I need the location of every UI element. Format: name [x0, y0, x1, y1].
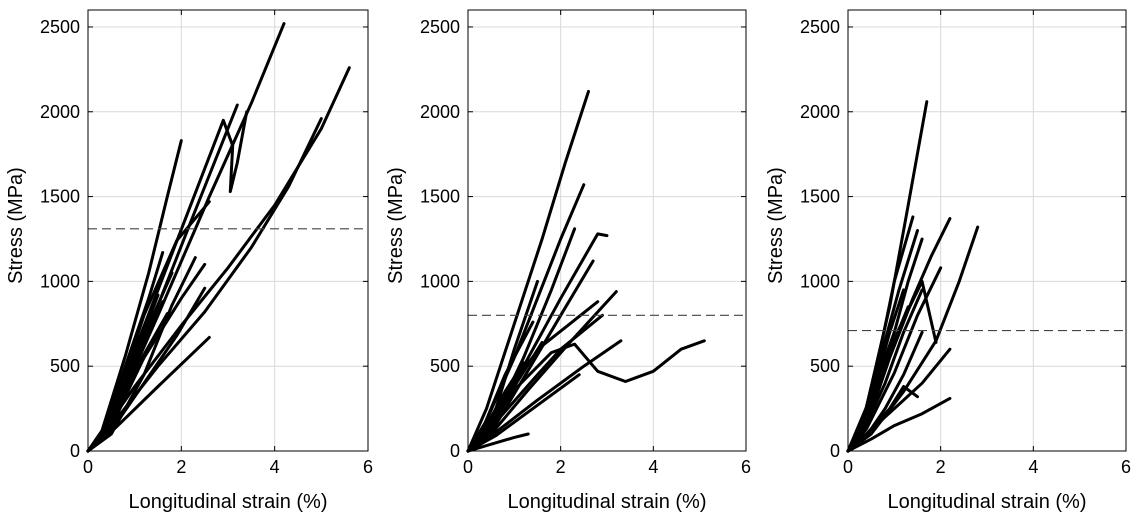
y-tick-label: 1000 [40, 271, 80, 291]
y-tick-label: 0 [70, 441, 80, 461]
x-tick-label: 6 [363, 457, 373, 477]
y-tick-label: 0 [830, 441, 840, 461]
stress-strain-curve-16 [846, 330, 896, 453]
x-tick-label: 4 [270, 457, 280, 477]
x-tick-label: 0 [83, 457, 93, 477]
y-tick-label: 2500 [420, 17, 460, 37]
y-tick-label: 2000 [800, 102, 840, 122]
stress-strain-curve-15 [466, 432, 530, 453]
y-tick-label: 2500 [800, 17, 840, 37]
chart-panel-1: 0 2 4 6 0 500 1000 1500 2000 2500 Longitudinal str… [5, 9, 373, 513]
stress-strain-curve-16 [86, 262, 207, 453]
x-tick-label: 0 [463, 457, 473, 477]
y-tick-label: 1000 [420, 271, 460, 291]
x-tick-label: 6 [1121, 457, 1131, 477]
x-tick-label: 4 [648, 457, 658, 477]
stress-strain-curve-1 [846, 100, 929, 453]
plot-frame [87, 9, 369, 452]
stress-strain-curve-1 [466, 89, 590, 453]
plot-frame [467, 9, 747, 452]
y-tick-label: 0 [450, 441, 460, 461]
y-tick-label: 1000 [800, 271, 840, 291]
y-tick-label: 500 [50, 356, 80, 376]
x-tick-label: 0 [843, 457, 853, 477]
x-tick-label: 2 [936, 457, 946, 477]
y-tick-label: 1500 [40, 187, 80, 207]
y-tick-label: 500 [810, 356, 840, 376]
stress-strain-curve-9 [846, 396, 952, 453]
x-axis-label: Longitudinal strain (%) [508, 491, 707, 513]
stress-strain-curve-15 [846, 330, 924, 453]
x-tick-label: 2 [556, 457, 566, 477]
y-tick-label: 2500 [40, 17, 80, 37]
x-tick-label: 6 [741, 457, 751, 477]
y-axis-label: Stress (MPa) [385, 167, 407, 284]
y-tick-label: 1500 [420, 187, 460, 207]
y-axis-label: Stress (MPa) [5, 167, 27, 284]
stress-strain-curve-15 [86, 271, 174, 453]
x-tick-label: 4 [1028, 457, 1038, 477]
x-axis-label: Longitudinal strain (%) [888, 491, 1087, 513]
x-axis-label: Longitudinal strain (%) [129, 491, 328, 513]
y-tick-label: 500 [430, 356, 460, 376]
chart-panel-3: 0 2 4 6 0 500 1000 1500 2000 2500 Longitudinal str… [765, 9, 1131, 513]
y-tick-label: 2000 [420, 102, 460, 122]
y-tick-label: 2000 [40, 102, 80, 122]
plot-frame [847, 9, 1127, 452]
chart-panel-2: 0 2 4 6 0 500 1000 1500 2000 2500 Longitudinal str… [385, 9, 751, 513]
x-tick-label: 2 [176, 457, 186, 477]
y-axis-label: Stress (MPa) [765, 167, 787, 284]
stress-strain-curve-13 [466, 373, 581, 453]
y-tick-label: 1500 [800, 187, 840, 207]
